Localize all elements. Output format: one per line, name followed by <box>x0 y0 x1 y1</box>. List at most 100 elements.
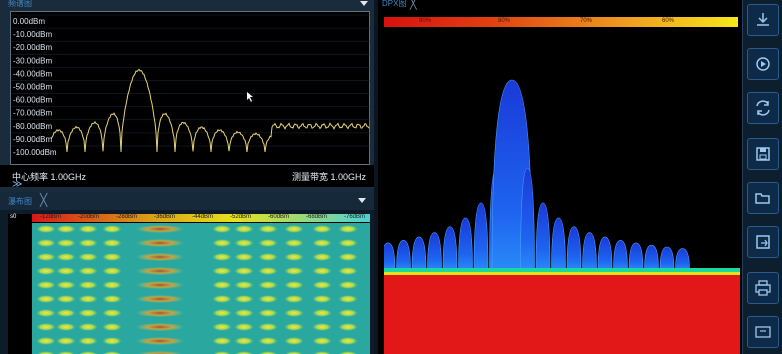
spectrum-y-tick-label: -20.00dBm <box>13 43 52 52</box>
waterfall-blob <box>56 281 76 289</box>
expand-sidebar-icon[interactable]: ≫ <box>12 179 23 190</box>
waterfall-blob <box>284 239 304 247</box>
waterfall-menu-icon[interactable] <box>358 198 366 203</box>
waterfall-blob <box>136 267 184 275</box>
waterfall-blob <box>78 253 98 261</box>
waterfall-blob <box>212 309 232 317</box>
waterfall-blob <box>234 337 254 345</box>
refresh-icon <box>756 100 770 116</box>
waterfall-blob <box>136 225 184 233</box>
waterfall-blob <box>312 253 332 261</box>
dpx-lobe <box>628 242 644 271</box>
dpx-lobe <box>597 236 613 271</box>
export-icon <box>756 235 770 249</box>
waterfall-plot[interactable]: s0 -12dBm -20dBm -28dBm -36dBm -44dBm -52dBm -… <box>8 214 370 354</box>
waterfall-rows <box>36 225 358 354</box>
spectrum-menu-icon[interactable] <box>360 1 368 6</box>
refresh-button[interactable] <box>747 92 779 124</box>
waterfall-blob <box>284 309 304 317</box>
dpx-scale-label: 60% <box>662 18 675 24</box>
spectrum-y-tick-label: -90.00dBm <box>13 135 52 144</box>
waterfall-blob <box>212 295 232 303</box>
screenshot-icon <box>755 326 771 338</box>
waterfall-blob <box>78 267 98 275</box>
waterfall-blob <box>258 295 278 303</box>
waterfall-blob <box>284 323 304 331</box>
waterfall-blob <box>102 239 122 247</box>
waterfall-blob <box>78 225 98 233</box>
save-icon <box>756 147 770 161</box>
waterfall-blob <box>312 351 332 354</box>
right-toolbar <box>742 0 782 354</box>
waterfall-scale-label: -76dBm <box>344 214 366 220</box>
spectrum-svg: 0.00dBm -10.00dBm -20.00dBm -30.00dBm -40.00… <box>11 14 371 157</box>
waterfall-blob <box>258 281 278 289</box>
waterfall-blob <box>56 295 76 303</box>
waterfall-blob <box>56 225 76 233</box>
waterfall-blob <box>234 239 254 247</box>
dpx-lobe <box>535 202 551 271</box>
spectrum-panel: 频谱图 0.00dBm -10.00dBm -20.00dBm -30.00dBm -4… <box>0 0 374 192</box>
waterfall-close-icon[interactable]: ╳ <box>40 193 48 207</box>
record-icon <box>756 57 770 71</box>
dpx-lobe <box>396 239 411 271</box>
waterfall-blob <box>212 281 232 289</box>
waterfall-blob <box>212 351 232 354</box>
spectrum-y-tick-label: -100.00dBm <box>13 148 57 157</box>
waterfall-scale-label: -52dBm <box>230 214 252 220</box>
waterfall-blob <box>102 225 122 233</box>
waterfall-blob <box>338 337 358 345</box>
dpx-lobe <box>442 226 458 271</box>
spectrum-plot[interactable]: 0.00dBm -10.00dBm -20.00dBm -30.00dBm -40.00… <box>10 11 371 165</box>
waterfall-panel: 瀑布图 ╳ s0 -12dBm -20dBm -28dBm -36dBm -44dBm -… <box>0 192 374 354</box>
download-icon <box>757 13 769 26</box>
spectrum-y-tick-label: -50.00dBm <box>13 83 52 92</box>
waterfall-blob <box>212 253 232 261</box>
waterfall-blob <box>234 309 254 317</box>
waterfall-blob <box>234 281 254 289</box>
waterfall-blob <box>36 351 56 354</box>
waterfall-title: 瀑布图 <box>8 197 32 206</box>
waterfall-blob <box>212 337 232 345</box>
print-button[interactable] <box>747 272 779 304</box>
open-folder-button[interactable] <box>747 182 779 214</box>
download-button[interactable] <box>747 4 779 36</box>
waterfall-blob <box>36 239 56 247</box>
waterfall-blob <box>338 309 358 317</box>
waterfall-color-scale: -12dBm -20dBm -28dBm -36dBm -44dBm -52dBm -60d… <box>32 214 370 222</box>
waterfall-blob <box>136 351 184 354</box>
waterfall-blob <box>212 267 232 275</box>
dpx-close-icon[interactable]: ╳ <box>410 0 417 10</box>
waterfall-blob <box>36 323 56 331</box>
waterfall-blob <box>102 295 122 303</box>
waterfall-blob <box>312 323 332 331</box>
waterfall-blob <box>258 351 278 354</box>
waterfall-title-bar: 瀑布图 ╳ <box>0 192 374 210</box>
waterfall-image <box>32 223 370 354</box>
waterfall-blob <box>284 253 304 261</box>
cursor-icon <box>247 92 253 102</box>
waterfall-blob <box>136 253 184 261</box>
dpx-lobe <box>520 167 535 271</box>
record-button[interactable] <box>747 48 779 80</box>
waterfall-blob <box>258 309 278 317</box>
waterfall-axis-label: s0 <box>10 214 17 220</box>
spectrum-y-tick-label: -40.00dBm <box>13 69 52 78</box>
screenshot-button[interactable] <box>747 316 779 348</box>
waterfall-blob <box>312 337 332 345</box>
dpx-lobe <box>613 239 628 271</box>
spectrum-y-tick-label: -10.00dBm <box>13 30 52 39</box>
waterfall-blob <box>56 267 76 275</box>
waterfall-blob <box>78 309 98 317</box>
export-button[interactable] <box>747 226 779 258</box>
save-button[interactable] <box>747 138 779 170</box>
dpx-plot[interactable] <box>384 30 740 354</box>
print-icon <box>755 280 771 296</box>
waterfall-blob <box>312 309 332 317</box>
dpx-color-scale: 90% 80% 70% 60% <box>384 17 738 27</box>
dpx-panel: DPX图 ╳ 90% 80% 70% 60% <box>378 0 742 354</box>
waterfall-blob <box>102 323 122 331</box>
dpx-scale-label: 90% <box>419 18 432 24</box>
waterfall-blob <box>136 337 184 345</box>
waterfall-blob <box>258 225 278 233</box>
